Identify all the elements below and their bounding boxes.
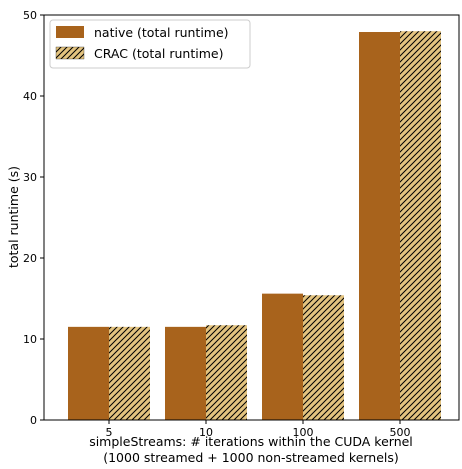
bar-crac-500 — [400, 31, 441, 420]
y-tick-label-0: 0 — [30, 414, 37, 427]
bar-native-500 — [359, 32, 400, 420]
y-tick-label-50: 50 — [23, 9, 37, 22]
plot-frame — [43, 14, 460, 421]
x-tick-label-500: 500 — [390, 426, 411, 439]
bar-crac-100 — [303, 295, 344, 420]
y-tick-label-10: 10 — [23, 333, 37, 346]
bar-native-100 — [262, 293, 303, 420]
legend: native (total runtime) CRAC (total runti… — [49, 19, 251, 69]
y-axis: 0 10 20 30 40 50 — [23, 9, 44, 427]
legend-label-native: native (total runtime) — [94, 25, 229, 40]
bar-crac-10 — [206, 325, 247, 420]
legend-swatch-native — [56, 26, 84, 38]
legend-swatch-crac — [55, 46, 85, 60]
bar-native-5 — [68, 326, 109, 420]
x-axis-label-line2: (1000 streamed + 1000 non-streamed kerne… — [103, 450, 399, 465]
bar-native-10 — [165, 326, 206, 420]
bar-crac-5 — [109, 326, 150, 420]
y-axis-label: total runtime (s) — [6, 166, 21, 268]
x-tick-label-10: 10 — [199, 426, 213, 439]
y-tick-label-40: 40 — [23, 90, 37, 103]
x-tick-label-100: 100 — [293, 426, 314, 439]
legend-box — [49, 19, 251, 69]
bars-group — [68, 31, 441, 420]
y-tick-label-30: 30 — [23, 171, 37, 184]
x-tick-label-5: 5 — [106, 426, 113, 439]
x-axis-label: simpleStreams: # iterations within the C… — [89, 434, 413, 449]
y-tick-label-20: 20 — [23, 252, 37, 265]
x-axis: 5 10 100 500 — [106, 420, 411, 439]
legend-label-crac: CRAC (total runtime) — [94, 46, 223, 61]
